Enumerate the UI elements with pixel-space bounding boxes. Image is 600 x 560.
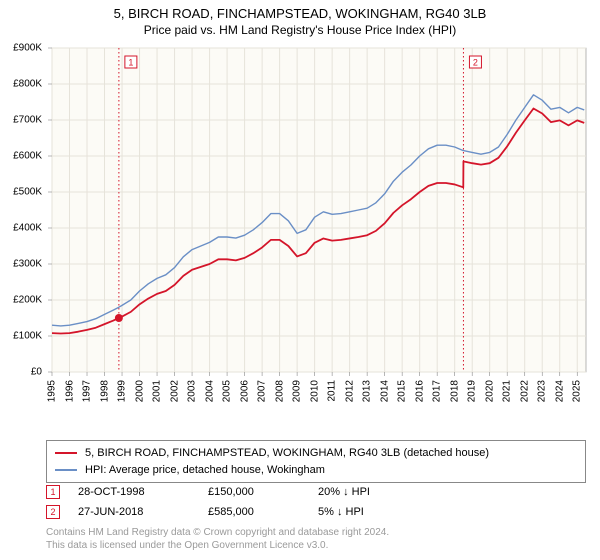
x-tick-label: 2014 (379, 380, 390, 402)
x-tick-label: 2005 (222, 380, 233, 402)
y-tick-label: £100K (13, 331, 42, 342)
x-tick-label: 2017 (432, 380, 443, 402)
x-tick-label: 2019 (467, 380, 478, 402)
event-price-1: £150,000 (208, 486, 318, 498)
x-tick-label: 2023 (537, 380, 548, 402)
x-tick-label: 2004 (204, 380, 215, 402)
legend-row-series-1: 5, BIRCH ROAD, FINCHAMPSTEAD, WOKINGHAM,… (55, 445, 577, 462)
x-tick-label: 2009 (292, 380, 303, 402)
y-tick-label: £300K (13, 259, 42, 270)
event-hpi-1: 20% ↓ HPI (318, 486, 438, 498)
x-tick-label: 2021 (502, 380, 513, 402)
y-tick-label: £400K (13, 223, 42, 234)
footer-attribution: Contains HM Land Registry data © Crown c… (46, 526, 389, 552)
x-tick-label: 2001 (152, 380, 163, 402)
event-row-2: 2 27-JUN-2018 £585,000 5% ↓ HPI (46, 502, 586, 522)
x-tick-label: 2016 (414, 380, 425, 402)
x-tick-label: 2020 (484, 380, 495, 402)
legend-swatch-1 (55, 452, 77, 454)
x-tick-label: 2013 (362, 380, 373, 402)
x-tick-label: 2006 (239, 380, 250, 402)
x-tick-label: 2022 (519, 380, 530, 402)
x-tick-label: 2011 (327, 380, 338, 402)
x-tick-label: 1998 (99, 380, 110, 402)
event-row-1: 1 28-OCT-1998 £150,000 20% ↓ HPI (46, 482, 586, 502)
legend-swatch-2 (55, 469, 77, 471)
legend-label-1: 5, BIRCH ROAD, FINCHAMPSTEAD, WOKINGHAM,… (85, 445, 489, 462)
y-tick-label: £800K (13, 79, 42, 90)
x-tick-label: 1999 (117, 380, 128, 402)
event-hpi-2: 5% ↓ HPI (318, 506, 438, 518)
x-tick-label: 2024 (554, 380, 565, 402)
x-tick-label: 2003 (187, 380, 198, 402)
x-tick-label: 2015 (397, 380, 408, 402)
x-tick-label: 2008 (274, 380, 285, 402)
chart-area: 12 (46, 46, 588, 400)
x-tick-label: 2012 (344, 380, 355, 402)
event-date-1: 28-OCT-1998 (78, 486, 208, 498)
x-tick-label: 2002 (169, 380, 180, 402)
x-tick-label: 2007 (257, 380, 268, 402)
y-tick-label: £900K (13, 43, 42, 54)
x-tick-label: 2000 (134, 380, 145, 402)
y-tick-label: £200K (13, 295, 42, 306)
event-price-2: £585,000 (208, 506, 318, 518)
y-tick-label: £700K (13, 115, 42, 126)
x-tick-label: 1996 (64, 380, 75, 402)
event-badge-1: 1 (46, 485, 60, 499)
chart-subtitle: Price paid vs. HM Land Registry's House … (0, 21, 600, 41)
x-tick-label: 2018 (449, 380, 460, 402)
chart-container: 5, BIRCH ROAD, FINCHAMPSTEAD, WOKINGHAM,… (0, 0, 600, 560)
footer-line-2: This data is licensed under the Open Gov… (46, 539, 389, 552)
svg-text:2: 2 (473, 58, 478, 68)
line-chart-svg: 12 (46, 46, 588, 400)
y-tick-label: £0 (31, 367, 42, 378)
event-badge-2: 2 (46, 505, 60, 519)
x-tick-label: 1995 (47, 380, 58, 402)
chart-title: 5, BIRCH ROAD, FINCHAMPSTEAD, WOKINGHAM,… (0, 0, 600, 21)
legend-row-series-2: HPI: Average price, detached house, Woki… (55, 462, 577, 479)
x-tick-label: 2025 (572, 380, 583, 402)
x-tick-label: 1997 (82, 380, 93, 402)
legend-label-2: HPI: Average price, detached house, Woki… (85, 462, 325, 479)
events-table: 1 28-OCT-1998 £150,000 20% ↓ HPI 2 27-JU… (46, 482, 586, 522)
svg-text:1: 1 (128, 58, 133, 68)
footer-line-1: Contains HM Land Registry data © Crown c… (46, 526, 389, 539)
legend-box: 5, BIRCH ROAD, FINCHAMPSTEAD, WOKINGHAM,… (46, 440, 586, 483)
event-date-2: 27-JUN-2018 (78, 506, 208, 518)
y-tick-label: £600K (13, 151, 42, 162)
x-tick-label: 2010 (309, 380, 320, 402)
y-tick-label: £500K (13, 187, 42, 198)
